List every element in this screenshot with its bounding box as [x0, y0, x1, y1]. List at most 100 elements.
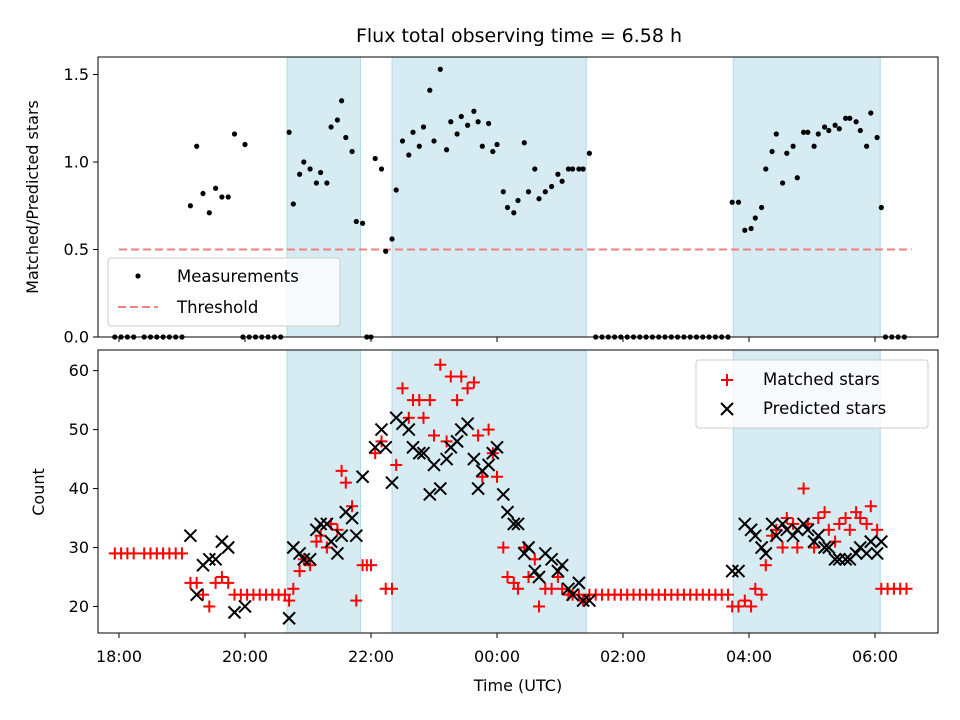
bottom-y-axis-label: Count	[29, 468, 48, 516]
predicted-star-point	[521, 540, 536, 555]
predicted-star-point	[582, 593, 597, 608]
predicted-star-point	[507, 517, 521, 531]
measurement-point	[580, 166, 586, 172]
measurement-point	[454, 131, 460, 137]
matched-star-point	[417, 411, 430, 424]
matched-star-point	[738, 594, 751, 607]
measurement-point	[748, 225, 754, 232]
predicted-star-point	[822, 540, 836, 555]
matched-star-point	[556, 582, 569, 595]
measurement-point	[790, 143, 796, 149]
predicted-star-point	[796, 517, 811, 531]
matched-star-point	[533, 600, 545, 613]
predicted-star-point	[334, 529, 349, 543]
matched-star-point	[491, 470, 503, 483]
x-tick-label-0: 18:00	[96, 647, 142, 666]
predicted-star-point	[817, 540, 832, 555]
measurement-point	[194, 143, 200, 149]
predicted-star-point	[345, 511, 359, 525]
chart-title: Flux total observing time = 6.58 h	[356, 25, 682, 47]
measurement-point	[393, 187, 399, 193]
matched-star-point	[818, 506, 831, 519]
matched-star-point	[396, 382, 409, 395]
predicted-star-point	[330, 546, 345, 561]
predicted-star-point	[460, 416, 475, 431]
legend-measurements-marker	[135, 273, 141, 279]
measurement-point	[794, 175, 800, 181]
measurement-point	[586, 150, 593, 156]
measurement-point	[213, 185, 219, 191]
matched-star-point	[350, 594, 363, 607]
measurement-point	[874, 134, 880, 141]
measurement-point	[297, 171, 303, 177]
predicted-star-point	[759, 546, 773, 561]
matched-star-point	[314, 529, 327, 542]
measurement-point	[206, 210, 212, 216]
measurement-point	[515, 197, 521, 204]
measurement-point	[853, 119, 859, 125]
predicted-star-point	[385, 475, 399, 490]
bottom-legend: Matched stars Predicted stars	[695, 359, 929, 429]
measurement-point	[864, 143, 870, 149]
measurement-point	[242, 141, 248, 148]
measurement-point	[742, 227, 748, 233]
matched-star-point	[860, 517, 873, 530]
top-panel: 0.0 0.5 1.0 1.5 Matched/Predicted stars Mea…	[23, 56, 939, 347]
y-tick-label-3: 50	[69, 420, 89, 439]
predicted-star-point	[807, 534, 821, 549]
predicted-star-point	[517, 546, 532, 561]
x-tick-label-6: 06:00	[852, 647, 898, 666]
predicted-star-point	[544, 552, 559, 567]
measurement-point	[219, 194, 225, 200]
matched-star-point	[822, 523, 835, 536]
measurement-point	[500, 189, 506, 195]
matched-star-point	[222, 576, 235, 589]
matched-star-point	[522, 570, 535, 583]
y-tick-label-2: 1.0	[64, 153, 89, 172]
bottom-y-axis: 20 30 40 50 60	[69, 361, 98, 616]
predicted-star-point	[227, 605, 242, 620]
predicted-star-point	[490, 440, 504, 454]
predicted-star-point	[486, 446, 500, 460]
measurement-point	[313, 180, 319, 186]
predicted-star-point	[439, 452, 454, 466]
matched-star-point	[759, 559, 772, 572]
matched-star-point	[871, 523, 884, 536]
measurement-point	[729, 199, 735, 205]
matched-star-point	[428, 429, 440, 442]
predicted-star-point	[754, 540, 769, 555]
measurement-point	[427, 87, 433, 93]
matched-star-point	[386, 582, 398, 595]
measurement-point	[769, 148, 775, 155]
measurement-point	[559, 178, 565, 184]
matched-star-point	[331, 523, 344, 536]
predicted-star-point	[849, 546, 863, 561]
matched-star-point	[440, 435, 453, 448]
measurement-point	[857, 127, 863, 134]
measurement-point	[372, 155, 378, 162]
measurement-point	[225, 194, 231, 200]
measurement-point	[410, 129, 416, 135]
predicted-star-point	[416, 446, 431, 460]
matched-star-point	[472, 429, 485, 442]
predicted-star-point	[864, 534, 878, 549]
matched-star-point	[413, 394, 426, 407]
predicted-star-point	[801, 523, 815, 537]
bottom-axes-frame	[97, 349, 939, 634]
predicted-star-point	[368, 440, 382, 454]
predicted-star-point	[731, 564, 746, 578]
measurement-point	[549, 183, 555, 190]
measurement-point	[759, 204, 765, 211]
measurement-point	[570, 166, 576, 172]
measurement-point	[307, 166, 313, 172]
predicted-star-point	[511, 517, 525, 531]
matched-star-point	[551, 570, 564, 583]
x-tick-label-3: 00:00	[474, 647, 520, 666]
measurement-point	[416, 143, 422, 149]
predicted-star-point	[744, 523, 758, 537]
measurements-series	[112, 66, 908, 340]
measurement-point	[465, 122, 471, 128]
measurement-point	[334, 117, 340, 123]
predicted-star-point	[412, 446, 427, 460]
predicted-star-point	[496, 487, 511, 502]
